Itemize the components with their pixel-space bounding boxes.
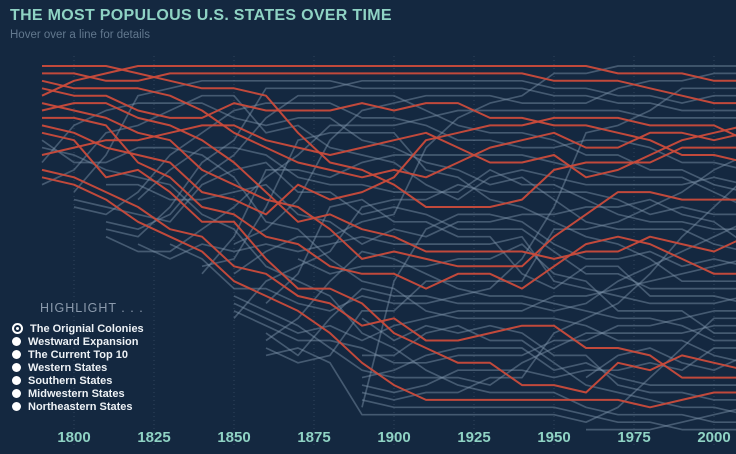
x-tick-label-1925: 1925 xyxy=(457,429,491,446)
x-tick-label-1875: 1875 xyxy=(297,429,331,446)
state-line-MS[interactable]: Mississippi xyxy=(73,161,736,290)
radio-icon xyxy=(12,363,21,372)
state-line-GA[interactable]: Georgia xyxy=(41,124,736,179)
highlight-option-label: Western States xyxy=(28,361,108,374)
page-subtitle: Hover over a line for details xyxy=(10,29,150,41)
state-line-OR[interactable]: Oregon xyxy=(233,259,736,342)
highlight-option-label: Southern States xyxy=(28,374,113,387)
x-tick-label-1800: 1800 xyxy=(57,429,91,446)
state-line-IL[interactable]: Illinois xyxy=(105,79,736,238)
state-line-AZ[interactable]: Arizona xyxy=(361,177,736,401)
state-line-DE[interactable]: Delaware xyxy=(41,176,736,409)
state-line-KS[interactable]: Kansas xyxy=(265,198,736,305)
state-line-NC[interactable]: North Carolina xyxy=(41,79,736,179)
highlight-option-westward-expansion[interactable]: Westward Expansion xyxy=(12,335,212,348)
state-line-IN[interactable]: Indiana xyxy=(73,102,736,216)
state-line-SD[interactable]: South Dakota xyxy=(361,317,736,401)
highlight-option-the-orignial-colonies[interactable]: The Orignial Colonies xyxy=(12,322,212,335)
x-tick-label-1850: 1850 xyxy=(217,429,251,446)
radio-icon xyxy=(12,402,21,411)
highlight-panel: HIGHLIGHT . . . The Orignial Colonies Wes… xyxy=(12,301,212,413)
x-tick-label-1950: 1950 xyxy=(537,429,571,446)
state-line-MT[interactable]: Montana xyxy=(361,347,736,386)
highlight-option-label: Westward Expansion xyxy=(28,335,139,348)
state-line-NM[interactable]: New Mexico xyxy=(233,295,736,386)
state-line-ID[interactable]: Idaho xyxy=(361,347,736,394)
highlight-option-label: The Orignial Colonies xyxy=(30,322,144,335)
state-line-WY[interactable]: Wyoming xyxy=(361,399,736,431)
radio-icon xyxy=(12,350,21,359)
state-line-RI[interactable]: Rhode Island xyxy=(41,168,736,379)
state-line-CT[interactable]: Connecticut xyxy=(42,116,736,290)
highlight-option-midwestern-states[interactable]: Midwestern States xyxy=(12,387,212,400)
highlight-option-western-states[interactable]: Western States xyxy=(12,361,212,374)
radio-icon xyxy=(12,389,21,398)
highlight-option-northeastern-states[interactable]: Northeastern States xyxy=(12,400,212,413)
highlight-option-the-current-top-10[interactable]: The Current Top 10 xyxy=(12,348,212,361)
x-tick-label-1900: 1900 xyxy=(377,429,411,446)
state-line-MD[interactable]: Maryland xyxy=(41,102,736,268)
state-line-LA[interactable]: Louisiana xyxy=(106,183,736,245)
highlight-option-label: The Current Top 10 xyxy=(28,348,129,361)
radio-selected-icon xyxy=(12,323,23,334)
state-line-CA[interactable]: California xyxy=(233,65,736,275)
state-line-OK[interactable]: Oklahoma xyxy=(361,213,736,408)
x-tick-label-1975: 1975 xyxy=(617,429,651,446)
state-line-MA[interactable]: Massachusetts xyxy=(41,87,736,162)
radio-icon xyxy=(12,376,21,385)
state-line-NE[interactable]: Nebraska xyxy=(265,250,736,342)
state-line-MO[interactable]: Missouri xyxy=(105,94,736,231)
state-line-VT[interactable]: Vermont xyxy=(41,146,736,424)
state-line-NY[interactable]: New York xyxy=(41,65,736,97)
state-line-UT[interactable]: Utah xyxy=(233,310,736,364)
highlight-options: The Orignial Colonies Westward Expansion T… xyxy=(12,322,212,413)
state-line-FL[interactable]: Florida xyxy=(169,87,736,312)
highlight-header: HIGHLIGHT . . . xyxy=(40,301,144,315)
state-line-AK[interactable]: Alaska xyxy=(586,407,736,431)
x-tick-label-1825: 1825 xyxy=(137,429,171,446)
state-line-NJ[interactable]: New Jersey xyxy=(41,116,736,216)
state-line-CO[interactable]: Colorado xyxy=(265,222,736,357)
state-line-WV[interactable]: West Virginia xyxy=(297,243,736,334)
highlight-option-label: Northeastern States xyxy=(28,400,133,413)
radio-icon xyxy=(12,337,21,346)
state-line-VA[interactable]: Virginia xyxy=(42,65,736,208)
x-tick-label-2000: 2000 xyxy=(697,429,731,446)
state-line-TX[interactable]: Texas xyxy=(233,72,736,245)
state-line-SC[interactable]: South Carolina xyxy=(41,102,736,260)
state-line-AR[interactable]: Arkansas xyxy=(137,235,736,305)
highlight-option-label: Midwestern States xyxy=(28,387,125,400)
state-line-HI[interactable]: Hawaii xyxy=(585,347,736,379)
state-line-NH[interactable]: New Hampshire xyxy=(41,131,736,394)
state-line-MN[interactable]: Minnesota xyxy=(233,183,736,319)
state-line-ME[interactable]: Maine xyxy=(41,139,736,363)
state-line-KY[interactable]: Kentucky xyxy=(41,102,736,251)
state-line-AL[interactable]: Alabama xyxy=(137,146,736,231)
highlight-option-southern-states[interactable]: Southern States xyxy=(12,374,212,387)
state-line-PA[interactable]: Pennsylvania xyxy=(42,72,736,105)
page-title: THE MOST POPULOUS U.S. STATES OVER TIME xyxy=(10,7,392,24)
state-line-ND[interactable]: North Dakota xyxy=(362,324,736,415)
state-line-IA[interactable]: Iowa xyxy=(201,131,736,283)
